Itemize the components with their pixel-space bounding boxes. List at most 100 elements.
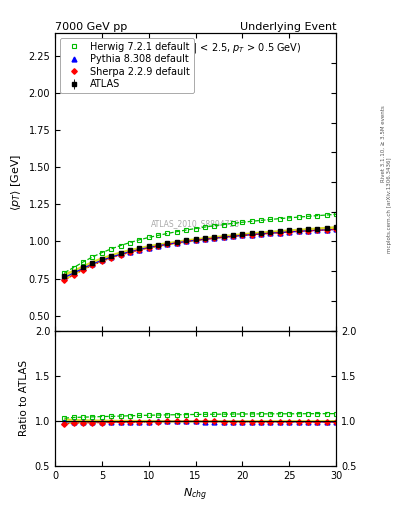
Herwig 7.2.1 default xyxy=(221,222,226,228)
Herwig 7.2.1 default xyxy=(268,217,273,223)
Herwig 7.2.1 default xyxy=(259,217,263,223)
Sherpa 2.2.9 default xyxy=(202,236,207,242)
Sherpa 2.2.9 default xyxy=(156,243,160,249)
Herwig 7.2.1 default xyxy=(250,218,254,224)
Pythia 8.308 default xyxy=(156,243,160,249)
Sherpa 2.2.9 default xyxy=(174,240,179,246)
Pythia 8.308 default xyxy=(277,229,282,236)
Herwig 7.2.1 default xyxy=(193,225,198,231)
Sherpa 2.2.9 default xyxy=(315,227,320,233)
Sherpa 2.2.9 default xyxy=(137,247,142,253)
Herwig 7.2.1 default xyxy=(99,249,104,255)
Text: Underlying Event: Underlying Event xyxy=(239,22,336,32)
X-axis label: $N_{chg}$: $N_{chg}$ xyxy=(184,486,208,503)
Text: ATLAS_2010_S8894728: ATLAS_2010_S8894728 xyxy=(151,219,240,228)
Pythia 8.308 default xyxy=(128,249,132,255)
Sherpa 2.2.9 default xyxy=(62,277,67,283)
Sherpa 2.2.9 default xyxy=(109,255,114,261)
Pythia 8.308 default xyxy=(146,245,151,251)
Pythia 8.308 default xyxy=(250,231,254,238)
Pythia 8.308 default xyxy=(99,258,104,264)
Herwig 7.2.1 default xyxy=(212,223,217,229)
Pythia 8.308 default xyxy=(259,231,263,237)
Herwig 7.2.1 default xyxy=(72,264,76,270)
Sherpa 2.2.9 default xyxy=(324,227,329,233)
Herwig 7.2.1 default xyxy=(296,214,301,220)
Pythia 8.308 default xyxy=(72,270,76,276)
Sherpa 2.2.9 default xyxy=(250,231,254,238)
Pythia 8.308 default xyxy=(81,265,86,271)
Pythia 8.308 default xyxy=(137,246,142,252)
Sherpa 2.2.9 default xyxy=(193,237,198,243)
Text: 7000 GeV pp: 7000 GeV pp xyxy=(55,22,127,32)
Sherpa 2.2.9 default xyxy=(146,245,151,251)
Pythia 8.308 default xyxy=(231,233,235,239)
Pythia 8.308 default xyxy=(202,236,207,242)
Sherpa 2.2.9 default xyxy=(306,228,310,234)
Pythia 8.308 default xyxy=(221,234,226,240)
Line: Pythia 8.308 default: Pythia 8.308 default xyxy=(62,227,338,280)
Pythia 8.308 default xyxy=(296,228,301,234)
Pythia 8.308 default xyxy=(324,227,329,233)
Sherpa 2.2.9 default xyxy=(212,235,217,241)
Pythia 8.308 default xyxy=(268,230,273,236)
Herwig 7.2.1 default xyxy=(306,214,310,220)
Sherpa 2.2.9 default xyxy=(128,249,132,255)
Text: Rivet 3.1.10, ≥ 3.5M events: Rivet 3.1.10, ≥ 3.5M events xyxy=(381,105,386,182)
Herwig 7.2.1 default xyxy=(324,212,329,218)
Herwig 7.2.1 default xyxy=(231,220,235,226)
Sherpa 2.2.9 default xyxy=(231,233,235,239)
Sherpa 2.2.9 default xyxy=(72,272,76,278)
Pythia 8.308 default xyxy=(212,235,217,241)
Herwig 7.2.1 default xyxy=(81,259,86,265)
Herwig 7.2.1 default xyxy=(109,246,114,252)
Legend: Herwig 7.2.1 default, Pythia 8.308 default, Sherpa 2.2.9 default, ATLAS: Herwig 7.2.1 default, Pythia 8.308 defau… xyxy=(60,38,194,93)
Herwig 7.2.1 default xyxy=(90,254,95,260)
Sherpa 2.2.9 default xyxy=(90,262,95,268)
Herwig 7.2.1 default xyxy=(137,237,142,243)
Sherpa 2.2.9 default xyxy=(334,226,338,232)
Herwig 7.2.1 default xyxy=(334,211,338,218)
Pythia 8.308 default xyxy=(287,229,292,235)
Text: mcplots.cern.ch [arXiv:1306.3436]: mcplots.cern.ch [arXiv:1306.3436] xyxy=(387,157,391,252)
Pythia 8.308 default xyxy=(306,228,310,234)
Herwig 7.2.1 default xyxy=(277,216,282,222)
Herwig 7.2.1 default xyxy=(165,230,170,237)
Sherpa 2.2.9 default xyxy=(268,230,273,237)
Sherpa 2.2.9 default xyxy=(99,259,104,265)
Herwig 7.2.1 default xyxy=(146,234,151,241)
Pythia 8.308 default xyxy=(109,254,114,260)
Herwig 7.2.1 default xyxy=(287,215,292,221)
Sherpa 2.2.9 default xyxy=(221,234,226,240)
Line: Sherpa 2.2.9 default: Sherpa 2.2.9 default xyxy=(62,227,338,282)
Herwig 7.2.1 default xyxy=(240,219,245,225)
Pythia 8.308 default xyxy=(90,261,95,267)
Herwig 7.2.1 default xyxy=(315,212,320,219)
Herwig 7.2.1 default xyxy=(156,232,160,239)
Herwig 7.2.1 default xyxy=(118,242,123,248)
Sherpa 2.2.9 default xyxy=(165,241,170,247)
Sherpa 2.2.9 default xyxy=(296,228,301,234)
Pythia 8.308 default xyxy=(174,240,179,246)
Pythia 8.308 default xyxy=(240,232,245,239)
Pythia 8.308 default xyxy=(62,274,67,281)
Line: Herwig 7.2.1 default: Herwig 7.2.1 default xyxy=(62,212,338,275)
Herwig 7.2.1 default xyxy=(62,270,67,276)
Sherpa 2.2.9 default xyxy=(184,239,189,245)
Sherpa 2.2.9 default xyxy=(259,231,263,237)
Y-axis label: Ratio to ATLAS: Ratio to ATLAS xyxy=(19,360,29,436)
Sherpa 2.2.9 default xyxy=(81,267,86,273)
Pythia 8.308 default xyxy=(193,237,198,243)
Herwig 7.2.1 default xyxy=(174,228,179,234)
Y-axis label: $\langle p_T \rangle$ [GeV]: $\langle p_T \rangle$ [GeV] xyxy=(9,154,23,210)
Pythia 8.308 default xyxy=(334,226,338,232)
Herwig 7.2.1 default xyxy=(184,227,189,233)
Pythia 8.308 default xyxy=(315,227,320,233)
Sherpa 2.2.9 default xyxy=(118,252,123,258)
Herwig 7.2.1 default xyxy=(128,240,132,246)
Sherpa 2.2.9 default xyxy=(240,232,245,239)
Pythia 8.308 default xyxy=(165,241,170,247)
Text: Average $p_T$ vs $N_{ch}$ ($|\eta|$ < 2.5, $p_T$ > 0.5 GeV): Average $p_T$ vs $N_{ch}$ ($|\eta|$ < 2.… xyxy=(90,41,301,55)
Herwig 7.2.1 default xyxy=(202,224,207,230)
Sherpa 2.2.9 default xyxy=(287,229,292,235)
